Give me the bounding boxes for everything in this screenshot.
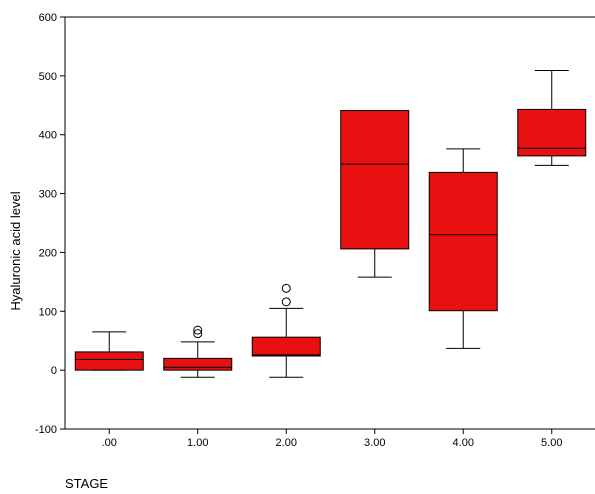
box-3 bbox=[340, 110, 410, 278]
plot-frame bbox=[64, 16, 595, 430]
y-tick-label: 600 bbox=[39, 12, 57, 24]
box-body bbox=[163, 357, 233, 371]
box-body bbox=[517, 108, 587, 157]
x-tick-label: 2.00 bbox=[276, 437, 297, 449]
box-1 bbox=[163, 325, 233, 378]
box-2 bbox=[251, 283, 321, 378]
x-tick-label: 5.00 bbox=[541, 437, 562, 449]
x-tick-label: 3.00 bbox=[364, 437, 385, 449]
y-tick-label: 400 bbox=[39, 130, 57, 142]
box-0 bbox=[74, 331, 144, 371]
box-body bbox=[74, 351, 144, 371]
x-tick-label: 4.00 bbox=[453, 437, 474, 449]
x-tick-label: .00 bbox=[102, 437, 117, 449]
y-axis-title: Hyaluronic acid level bbox=[8, 191, 23, 310]
y-tick-label: 200 bbox=[39, 247, 57, 259]
box-body bbox=[428, 171, 498, 312]
outlier-point bbox=[281, 297, 291, 307]
x-axis-title: STAGE bbox=[65, 476, 108, 489]
x-tick-label: 1.00 bbox=[187, 437, 208, 449]
box-5 bbox=[517, 70, 587, 166]
outlier-point bbox=[281, 283, 291, 293]
y-tick-label: -100 bbox=[35, 424, 57, 436]
y-tick-label: 100 bbox=[39, 306, 57, 318]
box-4 bbox=[428, 148, 498, 349]
y-tick-label: 0 bbox=[51, 365, 57, 377]
box-body bbox=[251, 336, 321, 357]
outlier-point bbox=[193, 329, 203, 339]
outlier-point bbox=[193, 325, 203, 335]
y-tick-label: 500 bbox=[39, 71, 57, 83]
box-body bbox=[340, 110, 410, 250]
y-tick-label: 300 bbox=[39, 189, 57, 201]
